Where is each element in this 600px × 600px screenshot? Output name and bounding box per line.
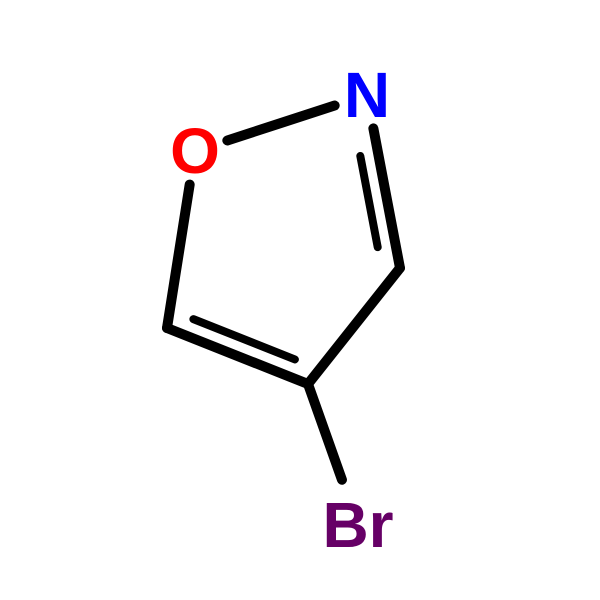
- atom-label-o: O: [170, 115, 220, 187]
- molecule-diagram: O N Br: [0, 0, 600, 600]
- bond-C5-O: [167, 185, 190, 328]
- bond-C4-Br: [308, 384, 342, 480]
- labels-group: O N Br: [170, 59, 393, 561]
- bond-O-N: [227, 106, 334, 141]
- bond-C3-C4: [308, 268, 400, 384]
- bond-N-C3-inner: [360, 156, 377, 247]
- atom-label-n: N: [344, 59, 390, 131]
- atom-label-br: Br: [322, 489, 393, 561]
